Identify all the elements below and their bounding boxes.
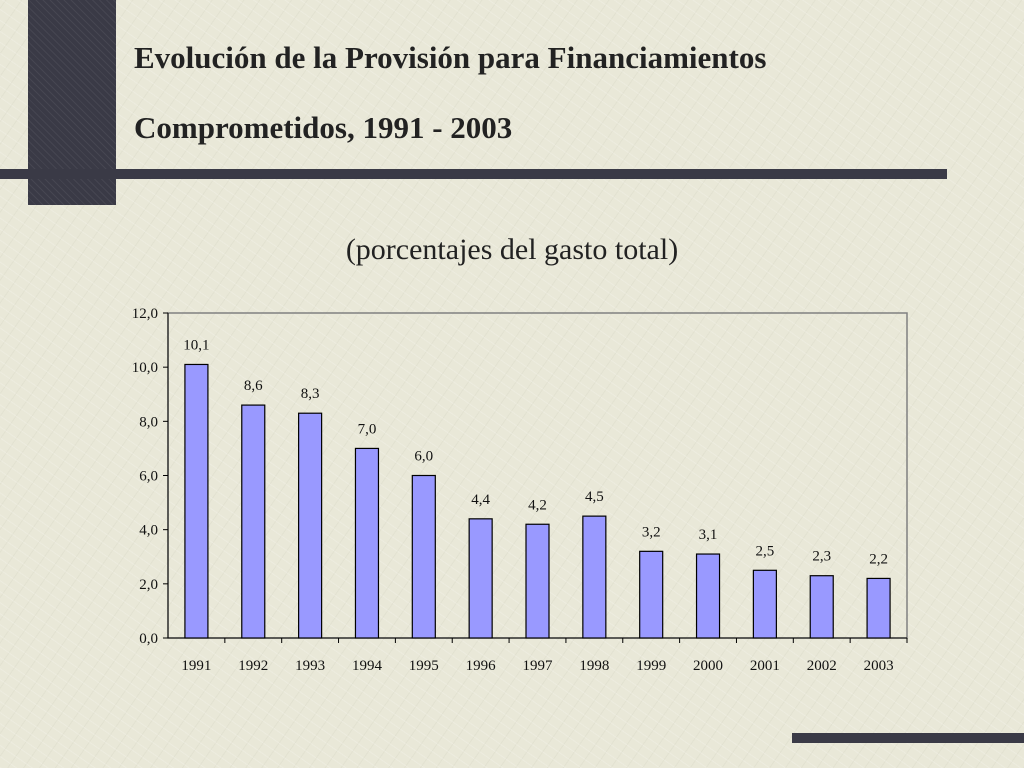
y-tick-label: 12,0 xyxy=(132,306,158,322)
bar xyxy=(866,577,891,639)
y-tick-label: 2,0 xyxy=(139,577,158,593)
data-label: 3,1 xyxy=(699,527,718,543)
x-tick-label: 2001 xyxy=(750,658,780,674)
bar xyxy=(752,569,777,639)
bar xyxy=(639,550,664,639)
y-tick-label: 10,0 xyxy=(132,360,158,376)
x-tick-label: 2000 xyxy=(693,658,723,674)
x-tick-label: 1995 xyxy=(409,658,439,674)
bar xyxy=(695,553,721,639)
y-tick-label: 0,0 xyxy=(139,631,158,647)
data-label: 2,2 xyxy=(869,551,888,567)
x-tick-label: 1999 xyxy=(636,658,666,674)
bar xyxy=(525,523,550,639)
data-label: 2,5 xyxy=(756,543,775,559)
data-label: 8,6 xyxy=(244,378,263,394)
data-label: 8,3 xyxy=(301,386,320,402)
bar xyxy=(582,515,607,639)
y-tick-label: 4,0 xyxy=(139,523,158,539)
x-tick-label: 1993 xyxy=(295,658,325,674)
x-tick-label: 2002 xyxy=(807,658,837,674)
bar xyxy=(411,474,436,639)
bar xyxy=(298,412,323,639)
bar xyxy=(184,363,209,639)
bar xyxy=(809,575,834,639)
x-tick-label: 2003 xyxy=(864,658,894,674)
data-label: 4,5 xyxy=(585,489,604,505)
chart-subtitle: (porcentajes del gasto total) xyxy=(345,233,679,266)
x-tick-label: 1997 xyxy=(523,658,554,674)
data-label: 4,4 xyxy=(471,492,490,508)
data-label: 3,2 xyxy=(642,524,661,540)
x-tick-label: 1998 xyxy=(579,658,609,674)
x-tick-label: 1994 xyxy=(352,658,383,674)
data-label: 2,3 xyxy=(812,549,831,565)
bar xyxy=(241,404,266,639)
data-label: 6,0 xyxy=(414,449,433,465)
slide-title-line-1: Evolución de la Provisión para Financiam… xyxy=(134,40,767,75)
y-tick-label: 6,0 xyxy=(139,469,158,485)
title-divider xyxy=(0,169,947,179)
data-label: 4,2 xyxy=(528,497,547,513)
x-tick-label: 1991 xyxy=(181,658,211,674)
slide-title-line-2: Comprometidos, 1991 - 2003 xyxy=(134,110,513,145)
x-tick-label: 1992 xyxy=(238,658,268,674)
x-tick-label: 1996 xyxy=(466,658,497,674)
footer-rule xyxy=(792,733,1024,743)
data-label: 10,1 xyxy=(183,337,209,353)
bar xyxy=(354,447,380,639)
data-label: 7,0 xyxy=(358,421,377,437)
y-tick-label: 8,0 xyxy=(139,414,158,430)
bar xyxy=(468,518,493,639)
